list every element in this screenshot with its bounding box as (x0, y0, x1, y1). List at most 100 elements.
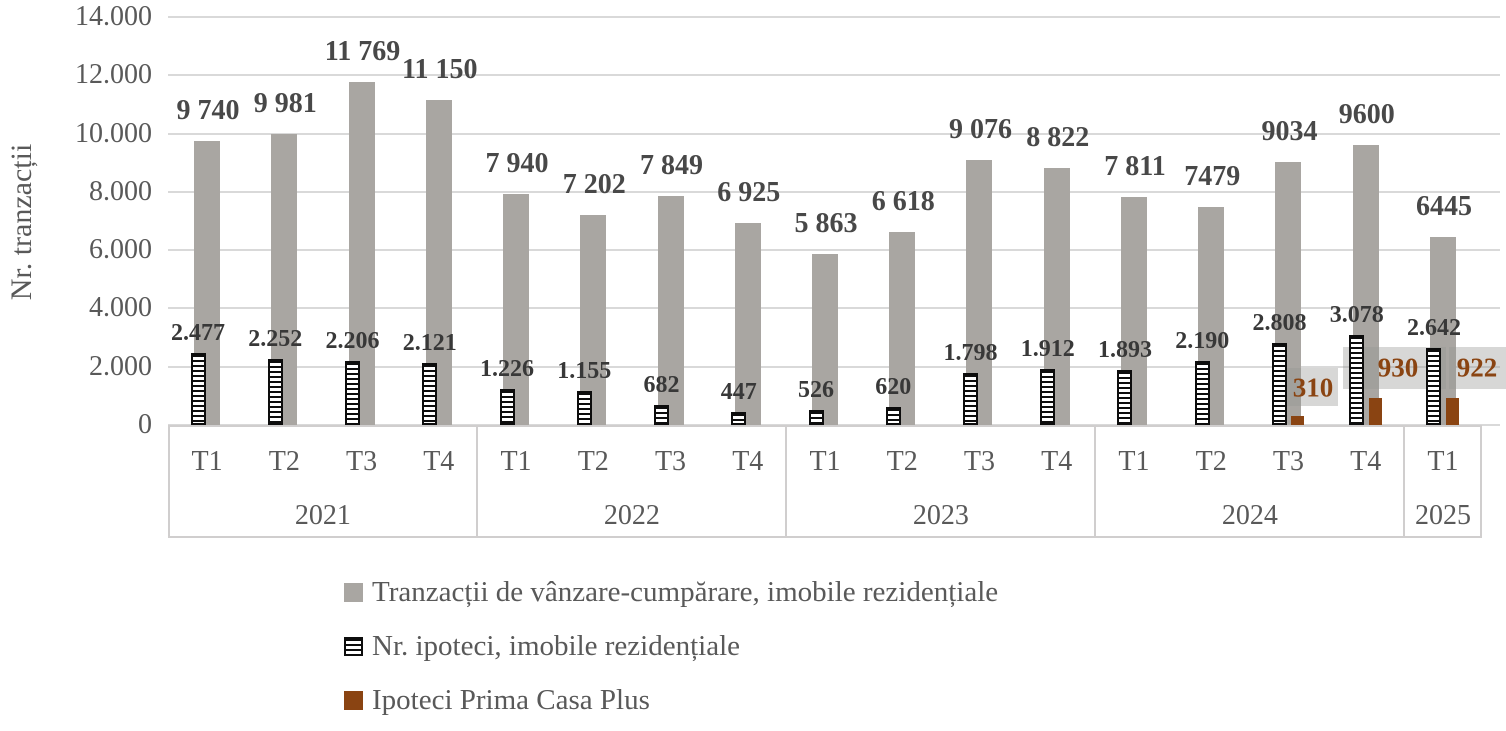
gridline (168, 16, 1500, 18)
y-tick-label: 2.000 (89, 350, 152, 382)
data-label-mortgages: 2.808 (1252, 310, 1307, 337)
legend-item-transactions: Tranzacții de vânzare-cumpărare, imobile… (344, 574, 998, 610)
y-tick-label: 8.000 (89, 175, 152, 207)
quarter-label: T2 (1195, 446, 1227, 477)
quarter-label: T4 (1041, 446, 1073, 477)
year-label: 2021 (294, 500, 351, 531)
y-tick-label: 12.000 (75, 59, 152, 91)
transaction-bar (580, 215, 607, 425)
gridline (168, 74, 1500, 77)
mortgage-bar (1040, 369, 1056, 425)
gridline (168, 132, 1500, 135)
quarter-label: T3 (963, 446, 996, 477)
mortgage-bar (1426, 348, 1442, 425)
y-tick-label: 0 (138, 409, 152, 440)
data-label-mortgages: 1.226 (480, 356, 534, 383)
data-label-mortgages: 526 (798, 376, 834, 403)
prima-casa-bar (1445, 398, 1459, 425)
mortgage-bar (1349, 335, 1365, 425)
gridline (168, 249, 1500, 252)
mortgage-bar (808, 409, 824, 425)
legend-item-prima-casa: Ipoteci Prima Casa Plus (344, 682, 998, 718)
data-label-transactions: 9034 (1261, 115, 1318, 147)
data-label-transactions: 8 822 (1026, 121, 1090, 153)
legend-label-mortgages: Nr. ipoteci, imobile rezidențiale (372, 629, 741, 662)
data-label-transactions: 11 150 (402, 54, 478, 86)
mortgage-bar (345, 360, 361, 425)
data-label-mortgages: 1.893 (1097, 336, 1152, 363)
mortgage-bar (422, 363, 438, 425)
year-group-separator (1403, 425, 1406, 538)
quarter-label: T1 (191, 446, 223, 477)
data-label-transactions: 5 863 (794, 208, 858, 240)
x-axis-box (168, 425, 1482, 538)
quarter-label: T2 (886, 446, 918, 477)
legend: Tranzacții de vânzare-cumpărare, imobile… (344, 574, 998, 731)
data-label-transactions: 7 849 (640, 150, 703, 182)
y-tick-label: 10.000 (75, 117, 152, 149)
quarter-label: T1 (1118, 446, 1150, 477)
quarter-label: T2 (577, 446, 609, 477)
prima-casa-label-box (1284, 368, 1338, 406)
quarter-label: T1 (1427, 446, 1459, 477)
legend-swatch-gray (344, 582, 363, 602)
legend-label-prima-casa: Ipoteci Prima Casa Plus (372, 683, 650, 716)
data-label-mortgages: 2.190 (1175, 328, 1230, 355)
data-label-transactions: 9 740 (176, 95, 240, 127)
quarter-label: T2 (268, 446, 300, 477)
year-group-separator (476, 425, 479, 538)
quarter-label: T4 (423, 446, 455, 477)
transaction-bar (734, 223, 761, 425)
mortgage-bar (190, 352, 206, 425)
data-label-transactions: 9 076 (948, 114, 1012, 146)
y-axis-title: Nr. tranzacții (5, 143, 38, 301)
quarter-label: T3 (1272, 446, 1305, 477)
year-label: 2025 (1414, 500, 1471, 531)
data-label-transactions: 7 940 (485, 147, 549, 179)
year-group-separator (785, 425, 788, 538)
mortgage-bar (885, 406, 901, 425)
y-tick-label: 4.000 (89, 292, 152, 324)
mortgage-bar (1194, 361, 1210, 425)
data-label-transactions: 6445 (1415, 191, 1472, 223)
year-label: 2024 (1221, 500, 1278, 531)
data-label-mortgages: 3.078 (1329, 302, 1384, 329)
quarter-label: T3 (345, 446, 378, 477)
quarter-label: T1 (500, 446, 532, 477)
legend-swatch-striped (344, 636, 363, 656)
data-label-mortgages: 2.252 (248, 326, 303, 353)
data-label-mortgages: 2.206 (325, 327, 380, 354)
data-label-mortgages: 2.477 (171, 319, 226, 346)
legend-swatch-brown (344, 690, 363, 710)
mortgage-bar (731, 411, 747, 425)
data-label-transactions: 9600 (1338, 99, 1395, 131)
mortgage-bar (962, 372, 978, 425)
data-label-prima-casa: 930 (1377, 352, 1419, 383)
year-group-separator (1094, 425, 1097, 538)
transaction-bar (889, 232, 916, 425)
legend-item-mortgages: Nr. ipoteci, imobile rezidențiale (344, 628, 998, 664)
mortgage-bar (576, 391, 592, 425)
mortgage-bar (654, 405, 669, 425)
mortgage-bar (267, 359, 283, 425)
data-label-mortgages: 682 (643, 372, 680, 399)
legend-label-transactions: Tranzacții de vânzare-cumpărare, imobile… (372, 575, 999, 608)
prima-casa-label-box (1449, 347, 1506, 389)
data-label-transactions: 11 769 (324, 36, 401, 68)
transaction-bar (812, 254, 838, 425)
data-label-prima-casa: 922 (1456, 352, 1498, 383)
transaction-bar (503, 193, 529, 425)
year-label: 2022 (603, 500, 660, 531)
quarter-label: T4 (732, 446, 764, 477)
data-label-mortgages: 2.121 (402, 330, 457, 357)
year-label: 2023 (912, 500, 969, 531)
data-label-transactions: 7479 (1184, 161, 1241, 193)
data-label-mortgages: 1.155 (557, 358, 612, 385)
quarter-label: T1 (809, 446, 841, 477)
mortgage-bar (499, 389, 515, 425)
data-label-transactions: 7 811 (1104, 151, 1166, 183)
data-label-transactions: 6 925 (717, 177, 781, 209)
gridline (168, 190, 1500, 193)
transaction-bar (657, 196, 684, 425)
